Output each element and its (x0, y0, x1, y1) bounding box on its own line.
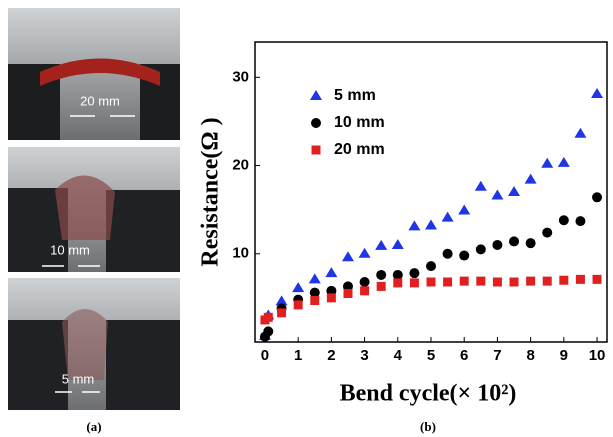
photo-panel (8, 147, 180, 272)
data-point (524, 173, 537, 184)
data-point (558, 215, 569, 226)
data-point (541, 157, 554, 168)
data-point (557, 156, 570, 167)
data-point (293, 300, 303, 310)
y-tick-label: 10 (232, 245, 249, 262)
data-point (459, 250, 470, 261)
data-point (426, 277, 436, 287)
data-point (292, 282, 305, 293)
data-point (360, 286, 370, 296)
x-tick-label: 4 (394, 347, 403, 364)
data-point (591, 88, 604, 99)
data-point (393, 278, 403, 288)
data-point (443, 277, 453, 287)
data-point (491, 189, 504, 200)
y-axis-label: Resistance(Ω ) (198, 117, 224, 266)
photo-label: 20 mm (80, 93, 120, 108)
data-point (492, 277, 502, 287)
data-point (277, 308, 287, 318)
caption: (b) (420, 419, 436, 434)
photo-panel (8, 8, 180, 140)
data-point (426, 261, 436, 272)
data-point (326, 285, 337, 296)
data-point (542, 276, 552, 286)
x-tick-label: 2 (327, 347, 335, 364)
data-point (442, 248, 453, 259)
data-point (575, 216, 586, 227)
data-point (509, 277, 519, 287)
data-point (275, 295, 288, 306)
data-point (263, 312, 273, 322)
legend-marker (311, 118, 321, 128)
data-point (409, 278, 419, 288)
legend-marker (311, 145, 321, 155)
data-point (476, 276, 486, 286)
plot-frame (254, 41, 608, 343)
data-point (343, 288, 353, 298)
data-point (358, 247, 371, 258)
data-point (391, 238, 404, 249)
data-point (341, 251, 354, 262)
x-tick-label: 5 (427, 347, 435, 364)
data-point (575, 274, 585, 284)
y-tick-label: 20 (232, 156, 249, 173)
caption: (a) (86, 419, 101, 434)
x-tick-label: 9 (560, 347, 568, 364)
data-point (559, 275, 569, 285)
y-tick-label: 30 (232, 68, 249, 85)
photo-label: 5 mm (62, 371, 95, 386)
data-point (574, 127, 587, 138)
data-point (325, 267, 338, 278)
data-point (425, 219, 437, 230)
data-point (459, 276, 469, 286)
data-point (375, 239, 388, 250)
data-point (525, 238, 536, 249)
data-point (310, 296, 320, 306)
x-axis-label: Bend cycle(× 10²) (340, 381, 517, 407)
data-point (376, 269, 387, 280)
data-point (441, 211, 454, 222)
data-point (474, 180, 487, 191)
data-point (326, 293, 336, 303)
data-point (308, 273, 321, 284)
data-point (458, 204, 471, 215)
photo-label: 10 mm (50, 242, 90, 257)
photo-panel (8, 278, 180, 410)
data-point (592, 274, 602, 284)
data-point (342, 281, 353, 292)
data-point (409, 268, 420, 279)
data-point (359, 277, 370, 287)
x-tick-label: 10 (589, 347, 606, 364)
legend-marker (310, 90, 322, 100)
data-point (508, 186, 521, 196)
data-point (392, 269, 403, 280)
data-point (492, 239, 503, 250)
data-point (526, 276, 536, 286)
data-point (309, 287, 320, 298)
legend-label: 20 mm (334, 141, 385, 158)
data-point (542, 227, 553, 238)
x-tick-label: 0 (261, 347, 269, 364)
x-tick-label: 7 (493, 347, 501, 364)
data-point (509, 236, 520, 247)
data-point (376, 281, 386, 291)
data-point (408, 220, 421, 231)
x-tick-label: 8 (526, 347, 534, 364)
legend-label: 10 mm (334, 114, 385, 131)
x-tick-label: 1 (294, 347, 302, 364)
data-point (263, 326, 274, 337)
x-tick-label: 3 (360, 347, 368, 364)
data-point (592, 192, 603, 203)
data-point (475, 244, 486, 255)
x-tick-label: 6 (460, 347, 468, 364)
legend-label: 5 mm (334, 87, 376, 104)
